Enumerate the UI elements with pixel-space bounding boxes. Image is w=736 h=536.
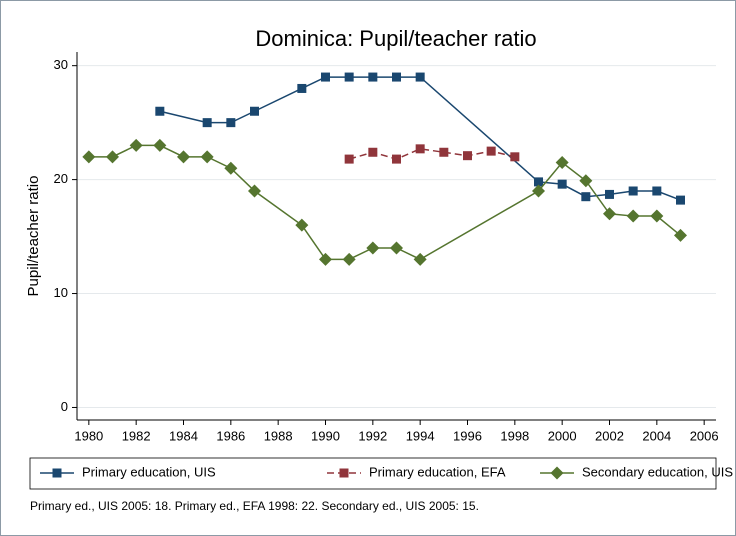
marker — [368, 147, 378, 157]
marker — [534, 177, 543, 187]
marker — [652, 186, 662, 196]
marker — [555, 156, 569, 170]
x-tick-label: 1992 — [358, 428, 387, 443]
marker — [224, 161, 238, 175]
marker — [581, 192, 591, 202]
x-tick-label: 1984 — [169, 428, 198, 443]
x-tick-label: 1990 — [311, 428, 340, 443]
marker — [250, 106, 259, 116]
marker — [368, 72, 378, 82]
x-tick-label: 2002 — [595, 428, 624, 443]
y-tick-label: 0 — [61, 399, 68, 414]
marker — [344, 72, 354, 82]
x-tick-label: 2006 — [690, 428, 719, 443]
y-tick-label: 20 — [54, 171, 68, 186]
marker — [510, 152, 520, 162]
legend-label: Primary education, EFA — [369, 464, 506, 479]
marker — [674, 228, 687, 242]
marker — [155, 106, 165, 116]
x-tick-label: 2004 — [642, 428, 671, 443]
marker — [129, 138, 143, 152]
marker — [297, 83, 307, 93]
marker — [413, 252, 427, 266]
note: Primary ed., UIS 2005: 18. Primary ed., … — [30, 499, 479, 513]
marker — [579, 174, 593, 188]
marker — [321, 72, 330, 82]
marker — [557, 179, 567, 189]
marker — [603, 207, 616, 221]
marker — [392, 72, 401, 82]
y-tick-label: 10 — [54, 285, 68, 300]
marker — [605, 189, 614, 199]
marker — [626, 209, 640, 223]
chart-title: Dominica: Pupil/teacher ratio — [255, 26, 536, 51]
x-tick-label: 1980 — [74, 428, 103, 443]
x-tick-label: 1988 — [264, 428, 293, 443]
marker — [226, 118, 236, 128]
x-tick-label: 1982 — [122, 428, 151, 443]
marker — [366, 241, 380, 255]
marker — [177, 150, 190, 164]
x-tick-label: 1986 — [216, 428, 245, 443]
marker — [153, 138, 167, 152]
legend-label: Primary education, UIS — [82, 464, 216, 479]
marker — [676, 195, 685, 205]
marker — [415, 144, 425, 154]
marker — [415, 72, 425, 82]
marker — [344, 154, 354, 164]
marker — [202, 118, 212, 128]
marker — [650, 209, 664, 223]
marker — [319, 252, 332, 266]
x-tick-label: 2000 — [548, 428, 577, 443]
marker — [463, 151, 472, 161]
marker — [532, 184, 545, 198]
marker — [390, 241, 403, 255]
x-tick-label: 1994 — [406, 428, 435, 443]
y-axis-label: Pupil/teacher ratio — [25, 176, 42, 297]
x-tick-label: 1996 — [453, 428, 482, 443]
marker — [295, 218, 309, 232]
marker — [200, 150, 214, 164]
marker — [628, 186, 638, 196]
marker — [342, 252, 356, 266]
marker — [82, 150, 96, 164]
marker — [392, 154, 401, 164]
legend-marker — [52, 468, 62, 478]
legend-box — [29, 457, 717, 490]
marker — [106, 150, 119, 164]
legend-label: Secondary education, UIS — [582, 464, 733, 479]
marker — [439, 147, 449, 157]
marker — [248, 184, 261, 198]
x-tick-label: 1998 — [500, 428, 529, 443]
legend-marker — [339, 468, 349, 478]
legend-marker — [550, 466, 564, 480]
y-tick-label: 30 — [54, 57, 68, 72]
marker — [486, 146, 496, 156]
